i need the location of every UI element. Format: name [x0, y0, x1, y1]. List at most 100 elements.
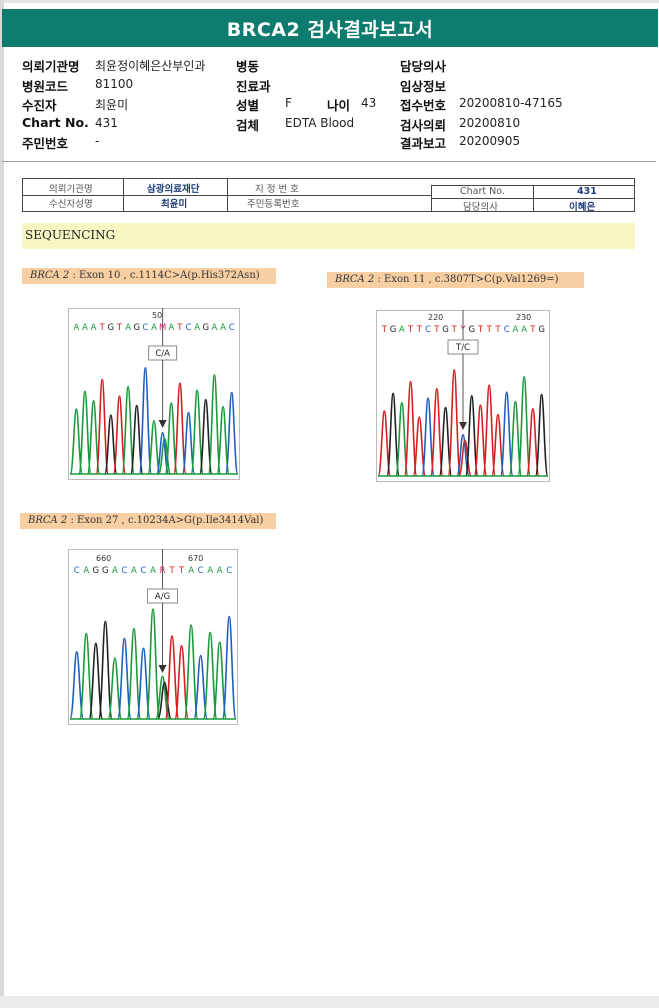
- base-call: T: [433, 325, 440, 335]
- trace-peak: [78, 390, 92, 475]
- trace-peak: [157, 437, 172, 475]
- sequencing-heading: SEQUENCING: [25, 228, 116, 242]
- base-call: A: [399, 325, 405, 335]
- header-divider: [2, 161, 656, 162]
- base-call: C: [425, 325, 431, 335]
- base-call: T: [381, 325, 388, 335]
- trace-peak: [534, 393, 549, 477]
- base-call: C: [186, 323, 192, 333]
- position-number: 50: [152, 311, 162, 320]
- trace-peak: [121, 385, 135, 475]
- report-date-value: 20200905: [459, 134, 521, 148]
- trace-peak: [207, 374, 222, 475]
- base-call: A: [220, 323, 226, 333]
- base-call: T: [529, 325, 536, 335]
- variant-detail: : Exon 27 , c.10234A>G(p.Ile3414Val): [67, 515, 264, 526]
- trace-peak: [138, 366, 153, 475]
- base-call: T: [407, 325, 414, 335]
- base-call: A: [207, 566, 213, 576]
- window-left-edge: [0, 0, 4, 1008]
- resident-no-value: -: [95, 134, 100, 148]
- patient-label: 수진자: [22, 98, 57, 113]
- variant-detail: : Exon 11 , c.3807T>C(p.Val1269=): [374, 274, 559, 285]
- variant-gene: BRCA 2: [335, 274, 375, 285]
- trace-peak: [190, 389, 204, 475]
- receipt-no-value: 20200810-47165: [459, 96, 563, 110]
- trace-peak: [145, 608, 161, 720]
- base-call: C: [74, 566, 80, 576]
- report-title-bar: BRCA2 검사결과보고서: [2, 9, 658, 47]
- form-designation-label: 지 정 번 호: [255, 184, 300, 195]
- base-call: A: [150, 566, 156, 576]
- base-call: C: [141, 566, 147, 576]
- trace-peak: [403, 380, 418, 477]
- trace-peak: [95, 378, 110, 475]
- sequencing-section-banner: SEQUENCING: [22, 223, 635, 249]
- trace-peak: [525, 407, 540, 477]
- trace-peak: [164, 635, 180, 720]
- institution-value: 최윤정이혜은산부인과: [95, 59, 206, 73]
- base-call: T: [178, 566, 185, 576]
- base-call: G: [133, 323, 140, 333]
- trace-peak: [202, 631, 218, 720]
- base-call: C: [142, 323, 148, 333]
- sex-value: F: [285, 96, 292, 110]
- variant-gene: BRCA 2: [28, 515, 68, 526]
- chromatogram-exon10: 50AAATGTAGCAMATCAGAACC/A: [68, 308, 240, 480]
- receipt-no-label: 접수번호: [400, 98, 447, 113]
- variant-arrow-icon: [459, 422, 467, 430]
- department-label: 진료과: [236, 79, 271, 94]
- trace-peak: [157, 681, 172, 720]
- heterozygous-call: T/C: [455, 343, 470, 353]
- request-date-value: 20200810: [459, 116, 521, 130]
- chart-no-value: 431: [95, 116, 118, 130]
- trace-peak: [112, 395, 127, 475]
- base-call: C: [198, 566, 204, 576]
- position-number: 660: [96, 554, 111, 563]
- institution-label: 의뢰기관명: [22, 59, 80, 74]
- specimen-value: EDTA Blood: [285, 116, 355, 130]
- trace-peak: [517, 376, 532, 477]
- base-call: A: [168, 323, 174, 333]
- trace-peak: [88, 642, 104, 720]
- variant-arrow-icon: [158, 665, 167, 673]
- base-call: T: [168, 566, 175, 576]
- request-date-label: 검사의뢰: [400, 118, 447, 133]
- trace-peak: [147, 420, 161, 475]
- base-call: G: [202, 323, 209, 333]
- base-call: G: [468, 325, 475, 335]
- base-call: T: [116, 323, 123, 333]
- physician-label: 담당의사: [400, 59, 447, 74]
- base-call: A: [125, 323, 131, 333]
- trace-peak: [429, 387, 444, 477]
- form-resident-label: 주민등록번호: [247, 199, 300, 210]
- window-top-edge: [0, 0, 659, 3]
- age-value: 43: [361, 96, 377, 110]
- base-call: A: [83, 566, 89, 576]
- trace-peak: [221, 615, 237, 720]
- base-call: C: [226, 566, 232, 576]
- form-physician-label: 담당의사: [463, 202, 498, 213]
- base-call: A: [73, 323, 79, 333]
- base-call: G: [108, 323, 115, 333]
- form-chart-label: Chart No.: [460, 186, 505, 197]
- base-call: T: [486, 325, 493, 335]
- window-bottom-edge: [0, 996, 659, 1008]
- trace-peak: [482, 384, 497, 477]
- base-call: A: [82, 323, 88, 333]
- position-number: 230: [516, 313, 531, 322]
- age-label: 나이: [327, 98, 351, 113]
- trace-peak: [173, 382, 187, 475]
- base-call: C: [504, 325, 510, 335]
- clinical-info-label: 임상정보: [400, 79, 447, 94]
- base-call: T: [494, 325, 501, 335]
- scanned-request-form: 의뢰기관명 삼광의료재단 지 정 번 호 Chart No. 431 수신자성명…: [22, 178, 635, 213]
- base-call: A: [212, 323, 218, 333]
- trace-peak: [386, 392, 401, 477]
- variant-label-exon10: BRCA 2 : Exon 10 , c.1114C>A(p.His372Asn…: [22, 268, 276, 284]
- trace-peak: [458, 439, 472, 477]
- trace-peak: [183, 624, 199, 720]
- base-call: T: [99, 323, 106, 333]
- trace-peak: [116, 637, 132, 720]
- base-call: A: [188, 566, 194, 576]
